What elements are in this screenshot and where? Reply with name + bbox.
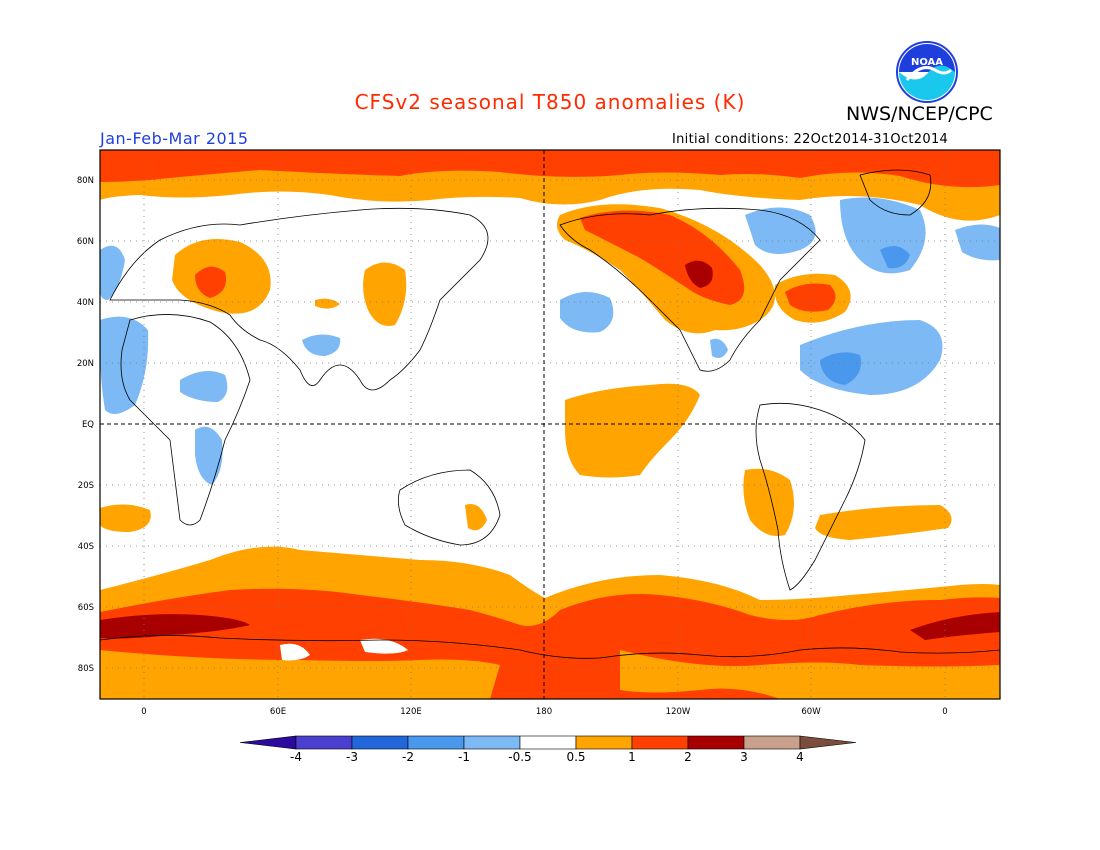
colorbar-swatch	[687, 735, 745, 750]
colorbar-label: 0.5	[566, 750, 585, 764]
colorbar-swatch	[295, 735, 353, 750]
lat-label: 20N	[77, 359, 94, 369]
map-title: CFSv2 seasonal T850 anomalies (K)	[354, 90, 746, 114]
colorbar-label: 1	[628, 750, 636, 764]
lat-label: EQ	[82, 420, 94, 430]
lon-label: 180	[536, 707, 552, 717]
colorbar-label: 3	[740, 750, 748, 764]
equator-dateline	[100, 150, 1000, 699]
colorbar-swatch	[519, 735, 577, 750]
colorbar-swatch	[799, 735, 857, 750]
longitude-labels: 0 60E 120E 180 120W 60W 0	[141, 707, 947, 717]
lat-label: 60N	[77, 237, 94, 247]
colorbar-swatch	[463, 735, 521, 750]
lat-label: 40N	[77, 298, 94, 308]
coastlines	[100, 169, 1000, 659]
lat-label: 40S	[78, 542, 94, 552]
colorbar-label: -0.5	[508, 750, 531, 764]
colorbar-label: -4	[290, 750, 302, 764]
lon-label: 120E	[400, 707, 422, 717]
lat-label: 20S	[78, 481, 94, 491]
colorbar: -4 -3 -2 -1 -0.5 0.5 1 2 3 4	[239, 735, 857, 764]
latitude-labels: 80N 60N 40N 20N EQ 20S 40S 60S 80S	[77, 176, 94, 674]
colorbar-label: 4	[796, 750, 804, 764]
agency-label: NWS/NCEP/CPC	[846, 103, 993, 125]
lat-label: 60S	[78, 603, 94, 613]
lon-label: 60W	[801, 707, 821, 717]
lon-label: 0	[141, 707, 146, 717]
lat-label: 80N	[77, 176, 94, 186]
season-label: Jan-Feb-Mar 2015	[100, 129, 249, 148]
lat-label: 80S	[78, 664, 94, 674]
initial-conditions-label: Initial conditions: 22Oct2014-31Oct2014	[672, 132, 949, 147]
colorbar-label: -1	[458, 750, 470, 764]
colorbar-label: -3	[346, 750, 358, 764]
anomaly-field	[100, 150, 1000, 699]
colorbar-label: -2	[402, 750, 414, 764]
lon-label: 60E	[270, 707, 286, 717]
colorbar-label: 2	[684, 750, 692, 764]
lon-label: 120W	[666, 707, 691, 717]
lon-label: 0	[942, 707, 947, 717]
colorbar-swatch	[351, 735, 409, 750]
map-frame	[99, 149, 1001, 700]
colorbar-swatch	[407, 735, 465, 750]
noaa-logo-icon: NOAA	[896, 41, 958, 103]
colorbar-swatch	[631, 735, 689, 750]
svg-text:NOAA: NOAA	[911, 57, 943, 68]
colorbar-swatch	[575, 735, 633, 750]
colorbar-swatch	[239, 735, 297, 750]
colorbar-swatch	[743, 735, 801, 750]
graticule	[100, 150, 1000, 699]
